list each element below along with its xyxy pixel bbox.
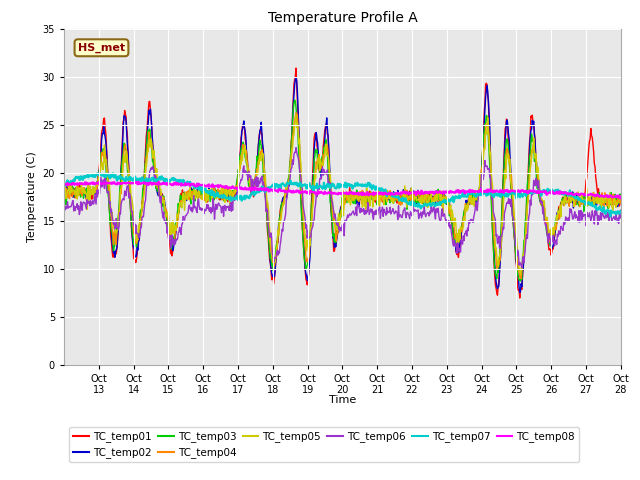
TC_temp06 — [541, 219, 548, 225]
TC_temp03 — [483, 113, 491, 119]
TC_temp07 — [399, 195, 406, 201]
TC_temp03 — [399, 195, 406, 201]
TC_temp04 — [617, 197, 625, 203]
Line: TC_temp03: TC_temp03 — [64, 100, 621, 281]
TC_temp03 — [516, 278, 524, 284]
TC_temp07 — [384, 191, 392, 196]
Legend: TC_temp01, TC_temp02, TC_temp03, TC_temp04, TC_temp05, TC_temp06, TC_temp07, TC_: TC_temp01, TC_temp02, TC_temp03, TC_temp… — [69, 427, 579, 463]
TC_temp05 — [60, 199, 68, 205]
TC_temp01 — [516, 295, 524, 301]
TC_temp04 — [384, 191, 392, 196]
TC_temp04 — [541, 206, 548, 212]
TC_temp07 — [607, 214, 614, 219]
TC_temp03 — [541, 216, 548, 222]
Y-axis label: Temperature (C): Temperature (C) — [27, 151, 37, 242]
TC_temp05 — [384, 191, 392, 197]
TC_temp02 — [292, 75, 300, 81]
TC_temp03 — [384, 193, 392, 199]
TC_temp08 — [384, 192, 392, 197]
TC_temp08 — [415, 191, 423, 197]
Line: TC_temp07: TC_temp07 — [64, 173, 621, 216]
Line: TC_temp01: TC_temp01 — [64, 68, 621, 298]
TC_temp08 — [617, 194, 625, 200]
TC_temp04 — [483, 121, 491, 127]
TC_temp08 — [616, 196, 624, 202]
TC_temp08 — [540, 189, 548, 195]
TC_temp03 — [291, 97, 298, 103]
TC_temp02 — [516, 289, 524, 295]
TC_temp04 — [399, 193, 406, 199]
TC_temp05 — [94, 182, 102, 188]
TC_temp03 — [94, 176, 102, 182]
TC_temp08 — [483, 189, 491, 195]
TC_temp06 — [617, 207, 625, 213]
TC_temp02 — [399, 196, 406, 202]
TC_temp07 — [540, 187, 548, 193]
TC_temp01 — [483, 82, 491, 87]
TC_temp04 — [517, 276, 525, 282]
TC_temp06 — [384, 208, 392, 214]
TC_temp04 — [415, 197, 423, 203]
TC_temp02 — [483, 82, 491, 88]
TC_temp07 — [617, 208, 625, 214]
TC_temp04 — [94, 176, 102, 181]
TC_temp06 — [483, 163, 491, 169]
TC_temp01 — [415, 197, 423, 203]
TC_temp07 — [415, 202, 423, 207]
TC_temp08 — [155, 179, 163, 185]
TC_temp06 — [399, 212, 406, 217]
TC_temp07 — [483, 192, 491, 198]
TC_temp02 — [60, 192, 68, 198]
TC_temp06 — [415, 211, 423, 217]
TC_temp05 — [292, 112, 300, 118]
TC_temp02 — [617, 192, 625, 198]
TC_temp02 — [94, 178, 102, 183]
TC_temp05 — [516, 272, 524, 278]
TC_temp01 — [399, 197, 406, 203]
TC_temp06 — [94, 187, 102, 193]
Line: TC_temp08: TC_temp08 — [64, 182, 621, 199]
TC_temp08 — [399, 189, 406, 195]
Text: HS_met: HS_met — [78, 43, 125, 53]
TC_temp07 — [109, 170, 116, 176]
TC_temp01 — [617, 197, 625, 203]
TC_temp02 — [415, 199, 423, 204]
TC_temp04 — [60, 187, 68, 192]
TC_temp01 — [60, 190, 68, 195]
TC_temp05 — [617, 194, 625, 200]
TC_temp05 — [415, 196, 423, 202]
TC_temp07 — [94, 171, 102, 177]
TC_temp01 — [541, 213, 548, 219]
TC_temp05 — [399, 191, 406, 196]
Line: TC_temp05: TC_temp05 — [64, 115, 621, 275]
TC_temp03 — [60, 189, 68, 194]
TC_temp03 — [617, 196, 625, 202]
TC_temp06 — [518, 265, 525, 271]
TC_temp02 — [384, 196, 392, 202]
Title: Temperature Profile A: Temperature Profile A — [268, 11, 417, 25]
Line: TC_temp02: TC_temp02 — [64, 78, 621, 292]
TC_temp05 — [483, 132, 491, 137]
TC_temp01 — [94, 173, 102, 179]
TC_temp01 — [384, 194, 392, 200]
Line: TC_temp04: TC_temp04 — [64, 113, 621, 279]
TC_temp08 — [60, 182, 68, 188]
TC_temp06 — [292, 145, 300, 151]
TC_temp02 — [541, 213, 548, 219]
TC_temp07 — [60, 183, 68, 189]
TC_temp01 — [292, 65, 300, 71]
X-axis label: Time: Time — [329, 396, 356, 406]
TC_temp08 — [94, 180, 102, 186]
Line: TC_temp06: TC_temp06 — [64, 148, 621, 268]
TC_temp05 — [541, 207, 548, 213]
TC_temp04 — [292, 110, 300, 116]
TC_temp06 — [60, 199, 68, 205]
TC_temp03 — [415, 193, 423, 199]
